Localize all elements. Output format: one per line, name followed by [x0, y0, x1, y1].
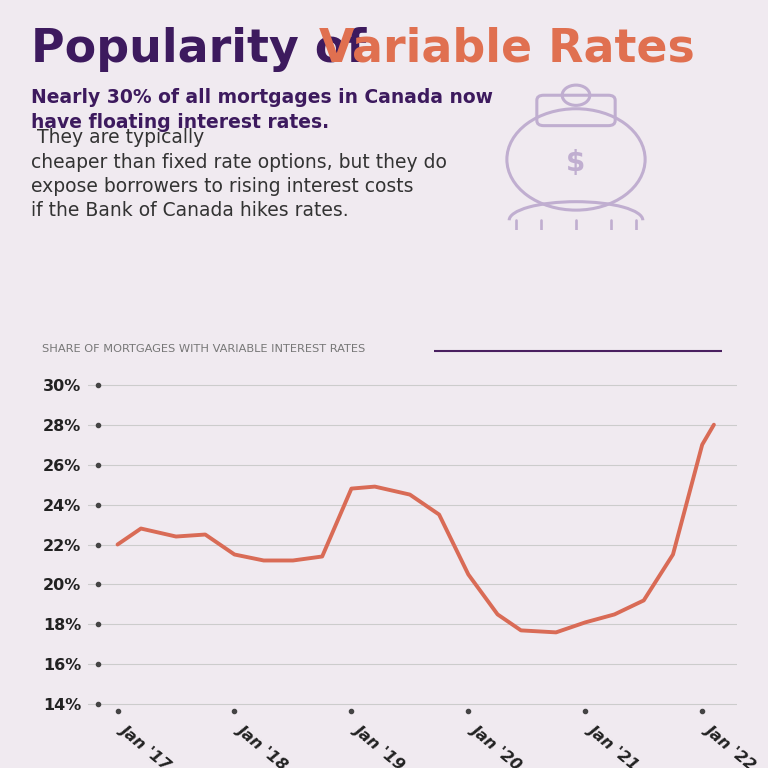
- Text: Variable Rates: Variable Rates: [319, 27, 694, 72]
- Text: $: $: [566, 149, 586, 177]
- Text: SHARE OF MORTGAGES WITH VARIABLE INTEREST RATES: SHARE OF MORTGAGES WITH VARIABLE INTERES…: [42, 344, 366, 355]
- Text: Popularity of: Popularity of: [31, 27, 382, 72]
- Text: Nearly 30% of all mortgages in Canada now
have floating interest rates.: Nearly 30% of all mortgages in Canada no…: [31, 88, 493, 131]
- Text: They are typically
cheaper than fixed rate options, but they do
expose borrowers: They are typically cheaper than fixed ra…: [31, 128, 447, 220]
